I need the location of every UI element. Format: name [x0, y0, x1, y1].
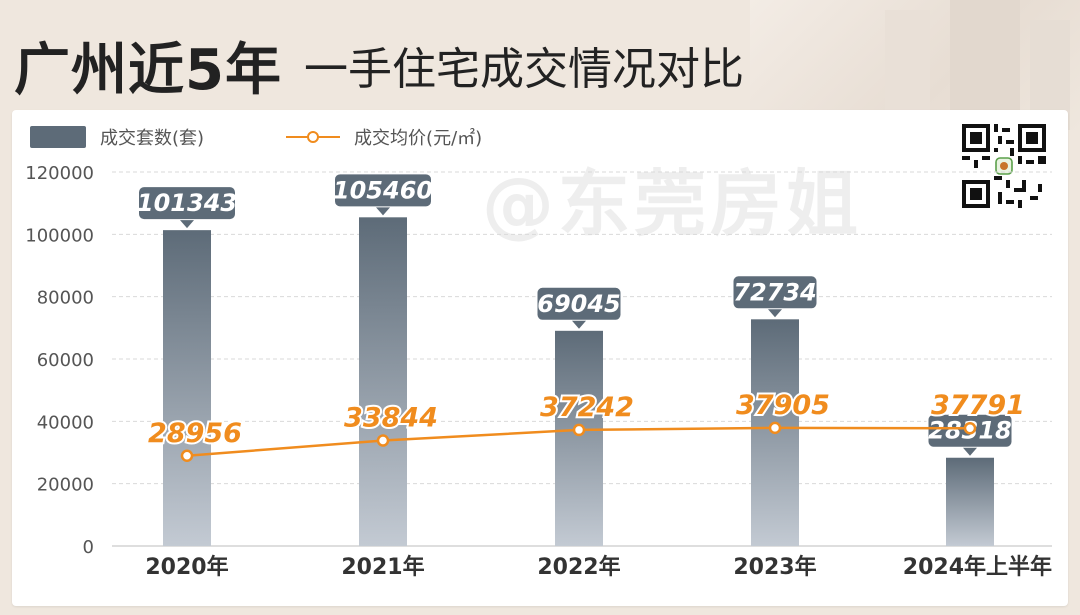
- price-point: [572, 423, 586, 437]
- x-category-label: 2020年: [145, 554, 228, 580]
- x-category-label: 2023年: [733, 554, 816, 580]
- price-point: [180, 449, 194, 463]
- price-value-label: 37791: [931, 390, 1025, 421]
- y-tick-label: 40000: [37, 412, 94, 433]
- y-tick-label: 80000: [37, 288, 94, 309]
- price-value-label: 37905: [736, 390, 830, 421]
- legend-line-swatch: [286, 126, 341, 148]
- price-value-label: 37242: [540, 392, 634, 423]
- price-point: [963, 421, 977, 435]
- bar-value-label: 28318: [926, 412, 1014, 456]
- bar-value-label: 105460: [333, 172, 433, 216]
- svg-text:72734: 72734: [733, 278, 817, 306]
- legend-bar-label: 成交套数(套): [100, 128, 205, 149]
- page-header: 广州近5年 一手住宅成交情况对比: [14, 20, 744, 110]
- bar: [163, 230, 211, 546]
- x-category-label: 2024年上半年: [903, 554, 1052, 580]
- chart-legend: 成交套数(套) 成交均价(元/㎡): [30, 124, 482, 150]
- chart-svg: 0 20000 40000 60000 80000 100000 120000 101343 1…: [25, 163, 1052, 580]
- price-value-label: 33844: [344, 403, 438, 434]
- y-tick-label: 60000: [37, 350, 94, 371]
- svg-text:101343: 101343: [137, 189, 237, 217]
- y-tick-label: 0: [83, 537, 94, 558]
- svg-text:69045: 69045: [537, 290, 621, 318]
- bar: [555, 330, 603, 546]
- price-value-label: 28956: [148, 418, 242, 449]
- y-tick-label: 20000: [37, 475, 94, 496]
- y-tick-label: 120000: [25, 163, 94, 184]
- price-point: [768, 421, 782, 435]
- svg-text:105460: 105460: [333, 176, 433, 204]
- bar-value-label: 101343: [137, 185, 237, 229]
- background-decoration: [750, 0, 1080, 130]
- y-tick-label: 100000: [25, 225, 94, 246]
- chart-panel: @东莞房姐 成交套数(套) 成交均价(元/㎡) 0 20000 40000 60000…: [12, 110, 1068, 606]
- x-category-label: 2021年: [341, 554, 424, 580]
- x-category-label: 2022年: [537, 554, 620, 580]
- qr-code-icon: [962, 124, 1046, 208]
- bar: [946, 457, 994, 546]
- legend-line-label: 成交均价(元/㎡): [354, 128, 483, 149]
- page-title: 广州近5年: [14, 37, 282, 103]
- bar: [359, 217, 407, 546]
- bar-value-label: 69045: [535, 285, 623, 329]
- page-subtitle: 一手住宅成交情况对比: [303, 44, 744, 95]
- price-point: [376, 434, 390, 447]
- watermark: @东莞房姐: [482, 162, 863, 246]
- bar-value-label: 72734: [731, 274, 819, 318]
- legend-bar-swatch: [30, 126, 86, 148]
